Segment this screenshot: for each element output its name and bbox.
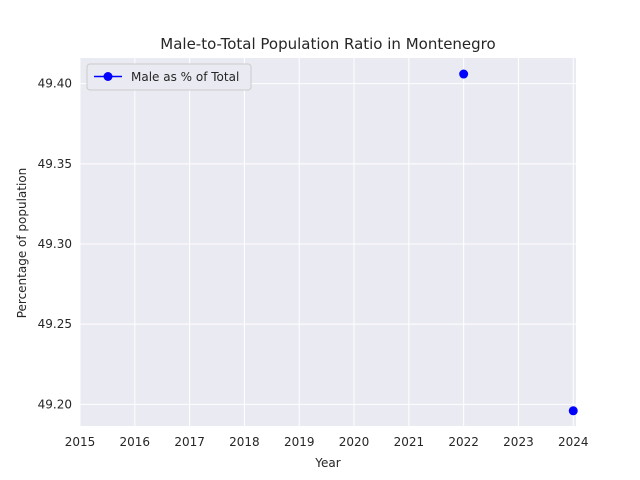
x-tick-label: 2017 [174,435,205,449]
x-tick-label: 2023 [503,435,534,449]
legend: Male as % of Total [86,63,252,91]
x-tick-label: 2022 [448,435,479,449]
y-tick-label: 49.30 [38,237,72,251]
plot-area [80,58,576,426]
data-point [568,406,578,416]
y-axis-label: Percentage of population [15,168,29,319]
x-tick-label: 2015 [65,435,96,449]
legend-box [86,63,252,91]
y-tick-label: 49.25 [38,317,72,331]
y-gridlines [80,83,576,405]
x-axis-label: Year [314,456,340,470]
y-tick-label: 49.35 [38,157,72,171]
data-point [459,69,469,79]
x-tick-label: 2020 [339,435,370,449]
series-layer [459,69,578,416]
x-tick-label: 2019 [284,435,315,449]
x-tick-label: 2016 [120,435,151,449]
x-tick-label: 2021 [394,435,425,449]
y-tick-labels: 49.20 49.25 49.30 49.35 49.40 [38,77,72,412]
x-gridlines [79,58,574,426]
x-tick-label: 2018 [229,435,260,449]
y-tick-label: 49.20 [38,397,72,411]
chart-title: Male-to-Total Population Ratio in Monten… [160,35,495,53]
legend-label: Male as % of Total [131,70,239,84]
x-tick-label: 2024 [558,435,589,449]
legend-point-marker [103,72,113,81]
y-tick-label: 49.40 [38,77,72,91]
x-tick-labels: 2015 2016 2017 2018 2019 2020 2021 2022 2023 2024 [65,435,589,449]
